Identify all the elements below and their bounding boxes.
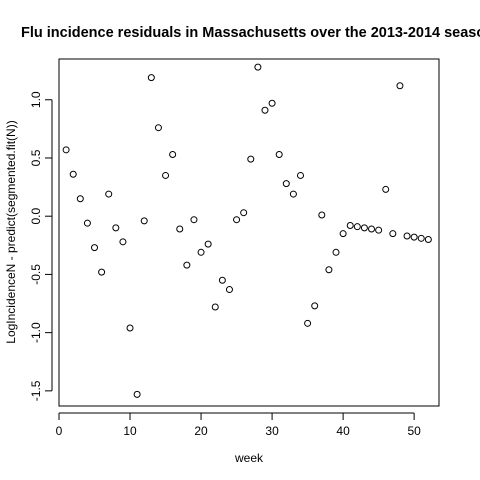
data-point [353,223,361,231]
data-point [105,190,113,198]
data-point [382,185,390,193]
data-point [289,190,297,198]
data-point [424,235,432,243]
data-point [69,170,77,178]
chart-title: Flu incidence residuals in Massachusetts… [21,25,480,41]
x-axis-label: week [234,451,264,465]
data-point [162,171,170,179]
data-point [169,150,177,158]
data-point [233,216,241,224]
data-point [396,82,404,90]
data-point [190,216,198,224]
data-point [76,195,84,203]
plot-frame [58,58,440,407]
data-point [140,217,148,225]
x-tick-label: 10 [123,424,137,438]
x-tick-label: 0 [56,424,63,438]
x-axis: 0 10 20 30 40 50 [56,412,421,438]
data-point [325,266,333,274]
y-tick-label: -1.0 [29,322,43,343]
data-point [218,276,226,284]
x-tick-label: 20 [194,424,208,438]
data-point [339,230,347,238]
data-point [247,155,255,163]
data-point [332,248,340,256]
data-point [183,261,191,269]
y-axis: -1.5 -1.0 -0.5 0.0 0.5 1.0 [29,91,53,401]
data-point [176,225,184,233]
data-points [62,63,432,398]
data-point [296,171,304,179]
y-tick-label: -0.5 [29,264,43,285]
data-point [346,222,354,230]
data-point [417,234,425,242]
data-point [275,150,283,158]
data-point [261,106,269,114]
data-point [112,224,120,232]
data-point [98,268,106,276]
data-point [91,244,99,252]
y-tick-label: 0.5 [29,149,43,166]
data-point [240,209,248,217]
data-point [211,303,219,311]
x-tick-label: 50 [407,424,421,438]
data-point [126,324,134,332]
data-point [375,226,383,234]
data-point [197,248,205,256]
data-point [147,74,155,82]
data-point [318,211,326,219]
data-point [254,63,262,71]
data-point [225,286,233,294]
data-point [133,390,141,398]
data-point [119,238,127,246]
data-point [368,225,376,233]
data-point [204,240,212,248]
data-point [62,146,70,154]
y-tick-label: 0.0 [29,208,43,225]
data-point [360,224,368,232]
data-point [389,230,397,238]
data-point [268,99,276,107]
y-axis-label: LogIncidenceN - predict(segmented.fit(N)… [4,120,18,343]
y-tick-label: 1.0 [29,91,43,108]
x-tick-label: 40 [336,424,350,438]
data-point [282,180,290,188]
data-point [154,124,162,132]
data-point [311,302,319,310]
data-point [304,319,312,327]
data-point [83,219,91,227]
data-point [410,233,418,241]
data-point [403,232,411,240]
y-tick-label: -1.5 [29,380,43,401]
x-tick-label: 30 [265,424,279,438]
